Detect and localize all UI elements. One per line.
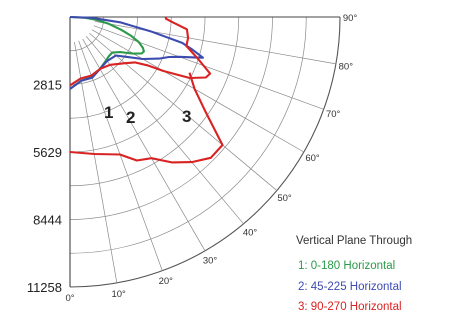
grid-arc [69,16,341,288]
candlepower-curves [69,15,224,164]
curve-label-2: 2 [126,108,135,127]
grid-spoke [86,36,244,225]
angle-tick-label: 0° [65,293,74,304]
polar-grid [69,16,341,288]
angle-tick-label: 30° [203,256,218,267]
legend-entry-3: 3: 90-270 Horizontal [298,301,402,313]
angle-tick-label: 80° [339,62,354,73]
angle-tick-label: 40° [243,228,258,239]
angle-tick-label: 60° [305,153,320,164]
grid-spoke [74,41,118,283]
legend-entry-2: 2: 45-225 Horizontal [298,281,402,293]
grid-spoke [93,25,324,110]
grid-spoke [91,29,305,153]
angle-tick-label: 70° [326,109,341,120]
legend-title: Vertical Plane Through [296,235,412,247]
radial-tick-label: 11258 [27,280,62,295]
radial-tick-label: 5629 [33,145,62,160]
angle-tick-label: 50° [277,193,292,204]
grid-arc [69,16,307,254]
grid-arc [69,16,240,187]
grid-arc [69,16,273,220]
radial-tick-label: 8444 [33,213,62,228]
angle-tick-label: 90° [343,13,358,24]
grid-spoke [89,33,278,191]
grid-spoke [82,38,206,252]
radial-tick-label: 2815 [33,78,62,93]
angle-tick-label: 20° [159,276,174,287]
grid-arc [69,16,206,153]
curve-label-1: 1 [104,103,113,122]
legend: Vertical Plane Through 1: 0-180 Horizont… [296,235,412,313]
angle-tick-label: 10° [111,289,126,300]
curve-label-3: 3 [182,107,191,126]
series-line-3 [69,17,212,87]
grid-spoke [94,21,336,65]
series-line-3-lower [69,72,224,164]
legend-entry-1: 1: 0-180 Horizontal [298,260,395,272]
